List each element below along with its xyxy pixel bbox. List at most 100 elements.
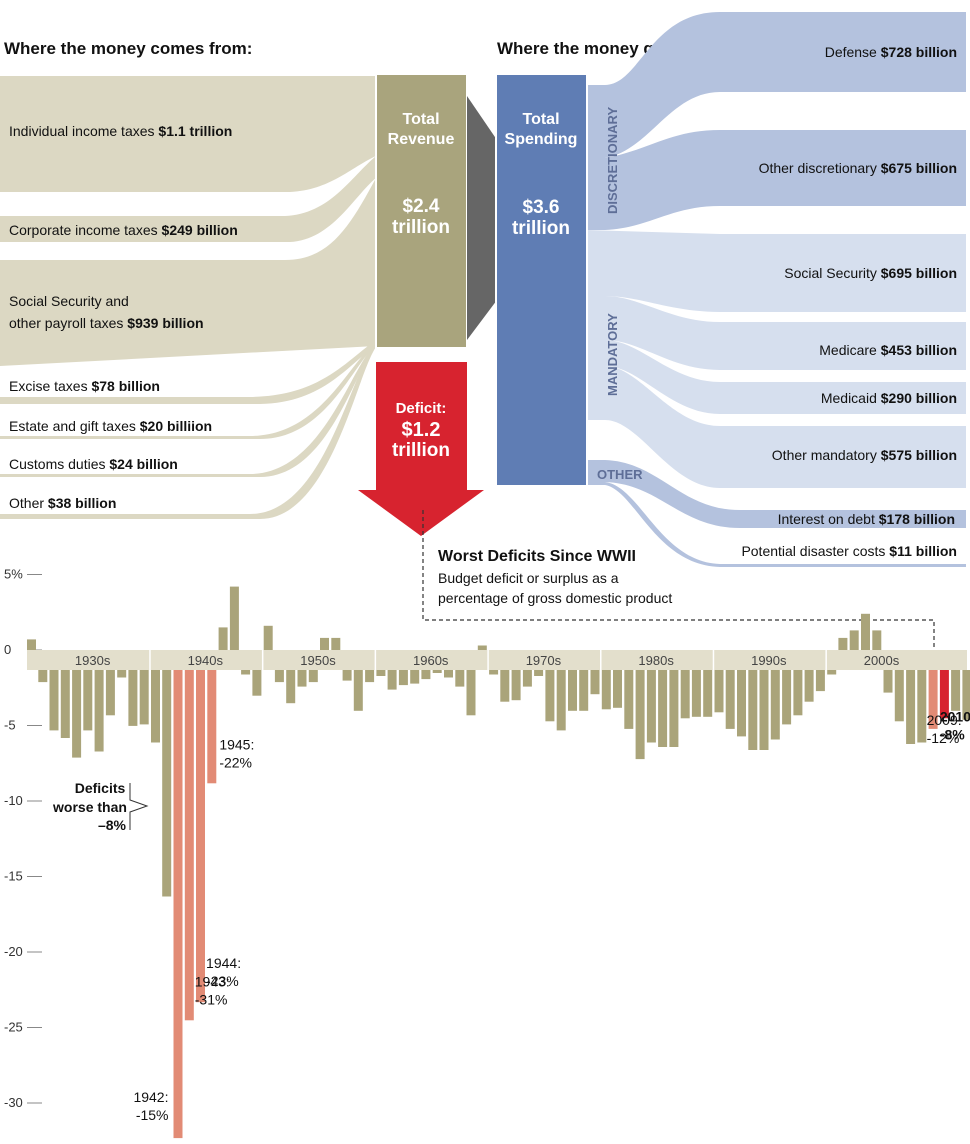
bar-1947 — [229, 586, 239, 650]
deficit-value-2: trillion — [392, 440, 450, 461]
bar-1976 — [556, 670, 566, 731]
threshold-note-line3: –8% — [98, 817, 127, 833]
bar-1991 — [725, 670, 735, 729]
threshold-note-bracket — [129, 783, 149, 830]
revenue-label-estate: Estate and gift taxes $20 billiion — [9, 418, 212, 434]
decade-label: 1940s — [188, 653, 224, 668]
spending-label-social-security: Social Security $695 billion — [784, 265, 957, 281]
total-revenue-title-2: Revenue — [388, 131, 455, 148]
bar-1997 — [793, 670, 803, 716]
bar-1935 — [94, 670, 104, 752]
bar-1948 — [241, 670, 251, 675]
spending-band-medicare — [587, 296, 966, 370]
bar-1973 — [522, 670, 532, 687]
group-label-other: OTHER — [597, 467, 643, 482]
bar-1977 — [568, 670, 577, 711]
bar-2001 — [838, 637, 848, 650]
bar-1983 — [635, 670, 645, 760]
total-spending-box — [495, 73, 588, 487]
bar-1995 — [770, 670, 780, 740]
deficit-arrow — [358, 362, 484, 536]
bar-2009 — [928, 670, 938, 729]
bar-1944 — [196, 670, 205, 1003]
spending-heading: Where the money goes: — [497, 39, 689, 58]
bar-1950 — [263, 625, 273, 650]
bar-2007 — [906, 670, 916, 744]
bar-1980 — [601, 670, 611, 710]
annotation-1945: 1945: — [219, 736, 254, 752]
revenue-band-individual — [0, 76, 376, 192]
bar-1971 — [500, 670, 510, 702]
bar-1964 — [421, 670, 431, 680]
revenue-to-spending-arrow — [467, 96, 497, 340]
bar-1984 — [646, 670, 656, 743]
bar-1949 — [252, 670, 262, 696]
bar-1970 — [489, 670, 499, 675]
bar-1969 — [477, 645, 487, 650]
bar-1993 — [748, 670, 758, 750]
annotation-2010: -8% — [940, 726, 965, 742]
spending-label-medicaid: Medicaid $290 billion — [821, 390, 957, 406]
deficit-title: Deficit: — [396, 400, 447, 417]
bar-1967 — [455, 670, 465, 687]
total-revenue-title-1: Total — [402, 111, 439, 128]
bar-1932 — [60, 670, 70, 738]
bar-1989 — [703, 670, 713, 717]
total-revenue-value-2: trillion — [392, 217, 450, 238]
bar-1937 — [117, 670, 127, 678]
bar-1994 — [759, 670, 769, 750]
y-tick-label: -25 — [4, 1020, 23, 1035]
decade-label: 1930s — [75, 653, 111, 668]
y-tick-label: -30 — [4, 1095, 23, 1110]
revenue-label-customs: Customs duties $24 billion — [9, 456, 178, 472]
chart-subtitle-1: Budget deficit or surplus as a — [438, 570, 619, 586]
revenue-band-payroll — [0, 178, 376, 366]
y-tick-label: -15 — [4, 869, 23, 884]
bar-1946 — [218, 627, 228, 650]
annotation-2009: -12% — [927, 730, 960, 746]
bar-2004 — [872, 630, 882, 650]
bar-1992 — [737, 670, 746, 737]
annotation-2010: 2010: — [940, 708, 970, 724]
bar-1931 — [49, 670, 59, 731]
decade-label: 1970s — [526, 653, 562, 668]
bar-1979 — [590, 670, 600, 695]
revenue-label-other: Other $38 billion — [9, 495, 116, 511]
annotation-1945: -22% — [219, 754, 252, 770]
spending-label-other-discretionary: Other discretionary $675 billion — [759, 160, 957, 176]
bar-1959 — [365, 670, 375, 683]
spending-bands — [587, 12, 966, 567]
revenue-label-corporate: Corporate income taxes $249 billion — [9, 222, 238, 238]
bar-1990 — [714, 670, 724, 713]
decade-band — [27, 650, 967, 670]
bar-1986 — [669, 670, 679, 747]
bar-1982 — [624, 670, 634, 729]
bar-2000 — [827, 670, 837, 675]
bar-2005 — [883, 670, 893, 693]
bar-2002 — [849, 630, 859, 650]
total-spending-value-1: $3.6 — [523, 197, 560, 218]
revenue-label-excise: Excise taxes $78 billion — [9, 378, 160, 394]
annotation-1942: 1942: — [133, 1089, 168, 1105]
deficit-leader-arrowhead — [930, 652, 938, 659]
bar-1996 — [782, 670, 792, 725]
annotation-1943: -31% — [195, 991, 228, 1007]
annotation-2009: 2009: — [927, 712, 962, 728]
total-spending-value-2: trillion — [512, 218, 570, 239]
decade-label: 1990s — [751, 653, 787, 668]
bar-1975 — [545, 670, 555, 722]
chart-subtitle-2: percentage of gross domestic product — [438, 590, 672, 606]
y-tick-label: -10 — [4, 793, 23, 808]
bar-1958 — [353, 670, 363, 711]
deficit-value-1: $1.2 — [402, 419, 441, 441]
annotation-1942: -15% — [136, 1107, 169, 1123]
total-spending-title-1: Total — [522, 111, 559, 128]
bar-1934 — [83, 670, 93, 731]
spending-label-interest: Interest on debt $178 billion — [778, 511, 955, 527]
spending-band-defense — [587, 12, 966, 158]
decade-label: 2000s — [864, 653, 900, 668]
bar-1987 — [680, 670, 690, 719]
bar-1953 — [297, 670, 307, 687]
bar-1968 — [466, 670, 476, 716]
bar-1998 — [804, 670, 814, 702]
